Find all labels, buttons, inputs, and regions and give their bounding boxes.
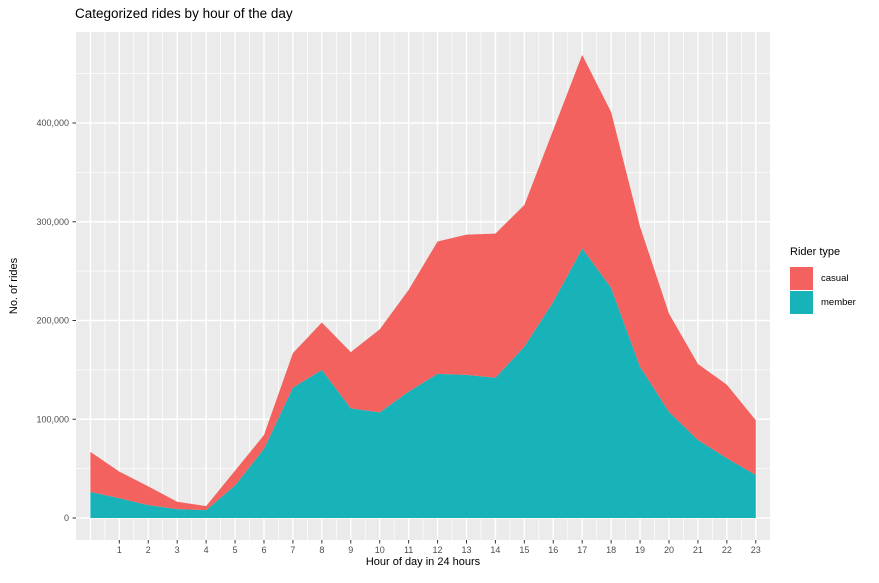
svg-text:12: 12 <box>433 545 443 555</box>
svg-text:200,000: 200,000 <box>36 316 69 326</box>
svg-text:11: 11 <box>404 545 413 555</box>
legend-label-casual: casual <box>821 273 849 284</box>
svg-text:15: 15 <box>519 545 529 555</box>
svg-text:3: 3 <box>175 545 180 555</box>
svg-text:9: 9 <box>348 545 353 555</box>
svg-text:2: 2 <box>146 545 151 555</box>
svg-text:20: 20 <box>664 545 674 555</box>
svg-text:14: 14 <box>490 545 500 555</box>
svg-text:23: 23 <box>751 545 761 555</box>
y-axis-title: No. of rides <box>8 257 20 315</box>
svg-text:19: 19 <box>635 545 645 555</box>
svg-text:16: 16 <box>548 545 558 555</box>
svg-text:0: 0 <box>64 513 69 523</box>
legend-entry-member: member <box>790 291 856 314</box>
legend-label-member: member <box>821 297 856 308</box>
legend-title: Rider type <box>790 246 841 258</box>
svg-text:22: 22 <box>722 545 732 555</box>
svg-text:5: 5 <box>233 545 238 555</box>
chart-title: Categorized rides by hour of the day <box>75 6 293 21</box>
svg-text:8: 8 <box>319 545 324 555</box>
legend: Rider type casual member <box>790 246 856 315</box>
svg-text:18: 18 <box>606 545 616 555</box>
svg-text:21: 21 <box>693 545 703 555</box>
casual-swatch-icon <box>790 267 813 290</box>
svg-text:1: 1 <box>117 545 122 555</box>
svg-text:400,000: 400,000 <box>36 118 69 128</box>
x-axis-title: Hour of day in 24 hours <box>365 556 481 568</box>
svg-text:13: 13 <box>461 545 471 555</box>
svg-text:6: 6 <box>261 545 266 555</box>
legend-entry-casual: casual <box>790 267 856 290</box>
svg-text:100,000: 100,000 <box>36 414 69 424</box>
svg-text:4: 4 <box>204 545 209 555</box>
svg-text:10: 10 <box>375 545 385 555</box>
svg-text:7: 7 <box>290 545 295 555</box>
svg-text:300,000: 300,000 <box>36 217 69 227</box>
member-swatch-icon <box>790 291 813 314</box>
svg-text:17: 17 <box>577 545 587 555</box>
